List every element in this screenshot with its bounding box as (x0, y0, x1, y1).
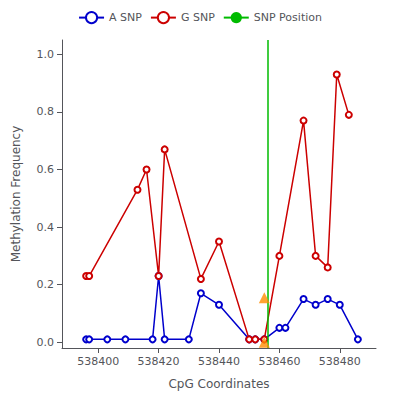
svg-text:0.6: 0.6 (37, 163, 55, 176)
svg-text:538460: 538460 (258, 355, 300, 368)
svg-text:0.2: 0.2 (37, 278, 55, 291)
svg-text:SNP Position: SNP Position (254, 11, 322, 24)
svg-text:538420: 538420 (138, 355, 180, 368)
svg-text:538480: 538480 (319, 355, 361, 368)
svg-text:0.8: 0.8 (37, 105, 55, 118)
svg-text:CpG Coordinates: CpG Coordinates (168, 377, 269, 391)
svg-text:0.4: 0.4 (37, 221, 55, 234)
svg-text:1.0: 1.0 (37, 48, 55, 61)
svg-text:538440: 538440 (198, 355, 240, 368)
svg-text:Methylation Frequency: Methylation Frequency (9, 126, 23, 263)
svg-text:A SNP: A SNP (109, 11, 142, 24)
svg-text:G SNP: G SNP (181, 11, 215, 24)
svg-text:538400: 538400 (77, 355, 119, 368)
svg-text:0.0: 0.0 (37, 336, 55, 349)
